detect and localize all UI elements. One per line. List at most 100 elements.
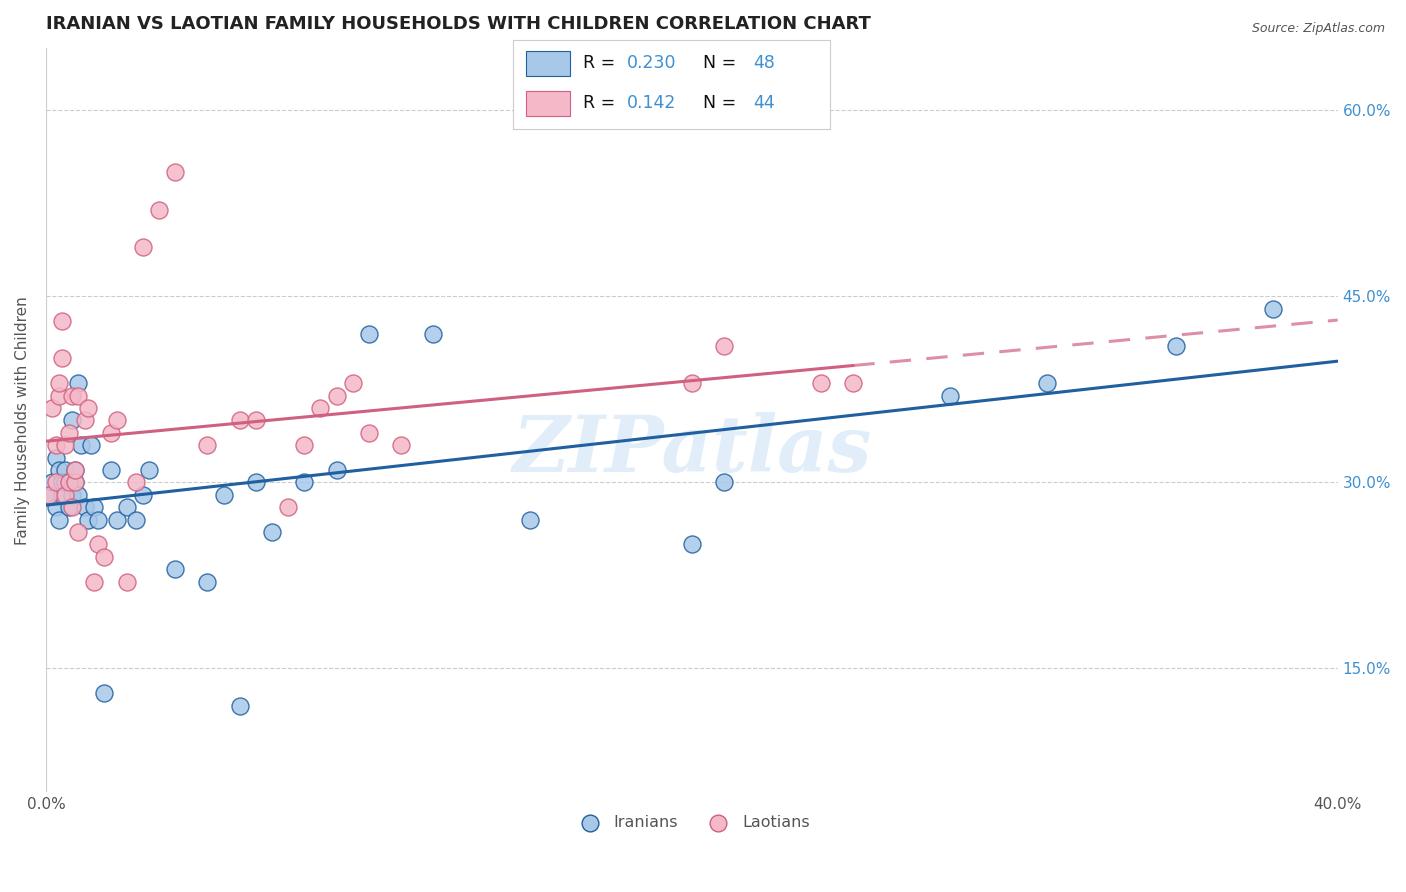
Point [342, 376, 364, 391]
Point [58, 475, 80, 490]
Point [83, 574, 105, 589]
Point [212, 488, 235, 502]
Point [165, 562, 187, 576]
Point [325, 388, 347, 402]
Point [292, 438, 315, 452]
Point [51, 314, 73, 328]
Point [73, 500, 96, 515]
Text: Source: ZipAtlas.com: Source: ZipAtlas.com [1251, 22, 1385, 36]
Point [53, 463, 76, 477]
Point [60, 500, 83, 515]
Point [245, 413, 267, 427]
Point [63, 463, 86, 477]
Point [105, 413, 128, 427]
Point [58, 500, 80, 515]
Point [197, 574, 219, 589]
Point [63, 475, 86, 490]
Point [125, 512, 148, 526]
Point [519, 512, 541, 526]
Point [38, 488, 60, 502]
Point [45, 500, 67, 515]
Point [51, 351, 73, 366]
Point [48, 463, 70, 477]
Point [60, 388, 83, 402]
Point [325, 463, 347, 477]
Point [63, 475, 86, 490]
Text: 0.142: 0.142 [627, 95, 676, 112]
Point [681, 376, 703, 391]
Text: 0.230: 0.230 [627, 54, 676, 72]
Text: R =: R = [582, 95, 620, 112]
Point [810, 376, 832, 391]
Point [70, 438, 93, 452]
Point [1036, 376, 1059, 391]
Point [48, 376, 70, 391]
Point [53, 475, 76, 490]
Point [53, 488, 76, 502]
Text: ZIPatlas: ZIPatlas [512, 412, 872, 489]
Text: N =: N = [703, 54, 742, 72]
Point [132, 240, 155, 254]
Point [228, 698, 250, 713]
Point [93, 549, 115, 564]
Point [842, 376, 865, 391]
Text: IRANIAN VS LAOTIAN FAMILY HOUSEHOLDS WITH CHILDREN CORRELATION CHART: IRANIAN VS LAOTIAN FAMILY HOUSEHOLDS WIT… [46, 15, 870, 33]
Point [58, 425, 80, 440]
Point [83, 500, 105, 515]
Point [939, 388, 962, 402]
Point [389, 438, 412, 452]
Point [67, 388, 90, 402]
Point [422, 326, 444, 341]
Point [309, 401, 332, 415]
Point [77, 512, 100, 526]
Point [63, 463, 86, 477]
Point [1261, 301, 1284, 316]
Point [38, 488, 60, 502]
Text: 44: 44 [754, 95, 775, 112]
Bar [526, 51, 571, 76]
Point [100, 463, 122, 477]
Bar [526, 91, 571, 116]
Point [1166, 339, 1188, 353]
Point [292, 475, 315, 490]
Point [357, 425, 380, 440]
Point [197, 438, 219, 452]
Point [67, 488, 90, 502]
Point [138, 463, 160, 477]
Point [681, 537, 703, 551]
Text: N =: N = [703, 95, 742, 112]
Point [86, 537, 108, 551]
Point [277, 500, 299, 515]
Point [713, 339, 735, 353]
Point [48, 512, 70, 526]
Point [45, 450, 67, 465]
Point [58, 475, 80, 490]
Point [60, 413, 83, 427]
Point [45, 475, 67, 490]
Point [93, 686, 115, 700]
Legend: Iranians, Laotians: Iranians, Laotians [568, 809, 815, 837]
Point [105, 512, 128, 526]
Point [713, 475, 735, 490]
Point [148, 202, 170, 217]
Point [86, 512, 108, 526]
Point [53, 438, 76, 452]
Text: 48: 48 [754, 54, 776, 72]
Text: R =: R = [582, 54, 620, 72]
Point [41, 475, 63, 490]
Point [125, 475, 148, 490]
Point [45, 438, 67, 452]
Point [48, 388, 70, 402]
Point [115, 500, 138, 515]
Point [60, 488, 83, 502]
Point [41, 401, 63, 415]
Point [73, 413, 96, 427]
Point [245, 475, 267, 490]
Point [165, 165, 187, 179]
Point [51, 488, 73, 502]
Point [357, 326, 380, 341]
Point [80, 438, 103, 452]
Point [51, 475, 73, 490]
Point [115, 574, 138, 589]
Point [67, 524, 90, 539]
